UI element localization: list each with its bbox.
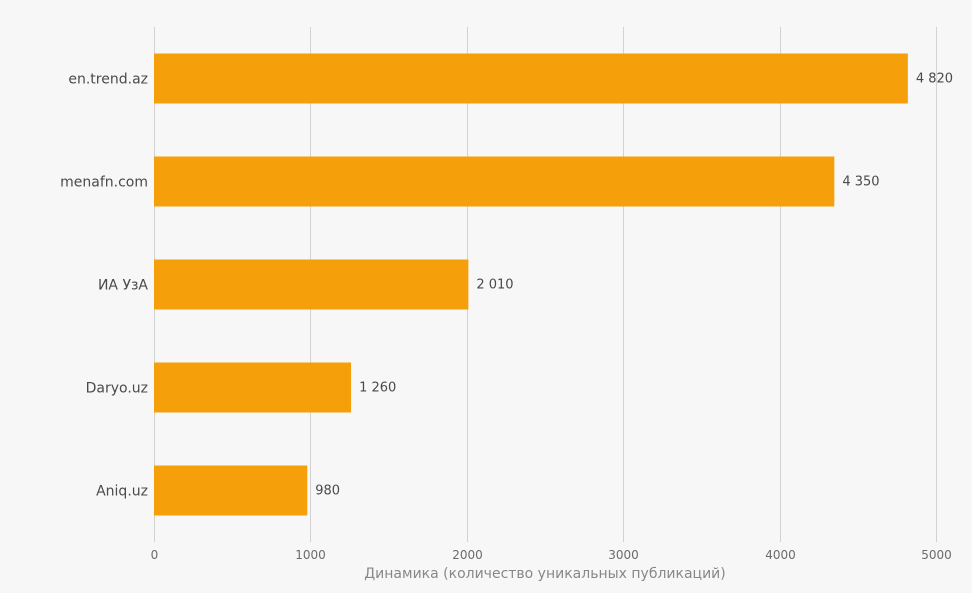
category-label: Aniq.uz — [96, 484, 148, 500]
category-label: Daryo.uz — [86, 381, 148, 397]
category-label: en.trend.az — [68, 72, 148, 88]
x-tick-label: 5000 — [921, 548, 952, 562]
x-tick-label: 4000 — [765, 548, 796, 562]
value-label: 4 350 — [842, 175, 879, 190]
value-label: 1 260 — [359, 381, 396, 396]
value-label: 4 820 — [916, 72, 953, 87]
value-label: 2 010 — [476, 278, 513, 293]
category-label: ИА УзА — [98, 278, 148, 294]
bar-layer — [154, 53, 908, 516]
bar — [154, 53, 908, 104]
category-label: menafn.com — [60, 175, 148, 191]
bar — [154, 259, 469, 310]
x-tick-label: 0 — [151, 548, 159, 562]
x-tick-label: 1000 — [295, 548, 326, 562]
bar — [154, 465, 308, 516]
x-tick-label: 2000 — [452, 548, 483, 562]
x-tick-label: 3000 — [608, 548, 639, 562]
bar — [154, 156, 835, 207]
bar — [154, 362, 352, 413]
x-axis-title: Динамика (количество уникальных публикац… — [364, 566, 726, 582]
value-label: 980 — [315, 484, 340, 499]
label-layer: 0 1000 2000 3000 4000 5000 en.trend.az 4 820 men… — [60, 72, 953, 563]
